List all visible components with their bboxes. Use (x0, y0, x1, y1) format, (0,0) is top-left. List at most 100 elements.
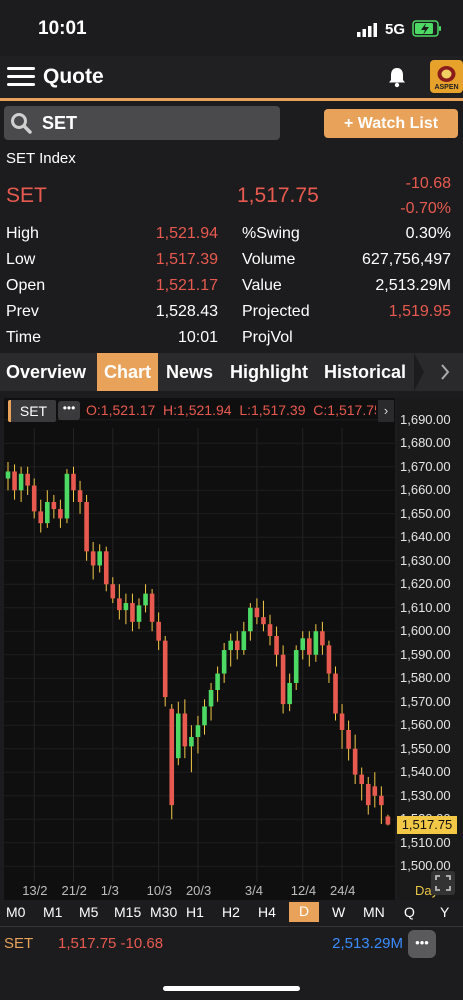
candle[interactable] (18, 466, 24, 502)
candle[interactable] (130, 593, 135, 632)
candle[interactable] (261, 600, 266, 632)
index-name: SET Index (6, 150, 76, 167)
candle[interactable] (38, 499, 44, 533)
candle-body (280, 654, 286, 705)
y-tick-label: 1,650.00 (400, 505, 451, 521)
timeframe-h4[interactable]: H4 (258, 904, 276, 920)
candle[interactable] (176, 701, 181, 766)
candle[interactable] (123, 593, 129, 625)
timeframe-mn[interactable]: MN (363, 904, 385, 920)
tabs-scroll-right-icon[interactable] (414, 353, 463, 391)
candle[interactable] (215, 666, 220, 702)
timeframe-m15[interactable]: M15 (114, 904, 142, 920)
candle[interactable] (195, 715, 201, 754)
candle[interactable] (333, 666, 338, 721)
candle[interactable] (31, 478, 37, 519)
candle[interactable] (385, 814, 391, 826)
timeframe-h1[interactable]: H1 (186, 904, 204, 920)
candle[interactable] (287, 673, 292, 712)
candle[interactable] (162, 635, 168, 707)
candle[interactable] (103, 546, 109, 592)
candle[interactable] (156, 612, 161, 651)
candle[interactable] (84, 494, 89, 561)
candle[interactable] (58, 499, 63, 528)
candle[interactable] (248, 603, 253, 641)
candle[interactable] (339, 704, 345, 749)
tab-highlight[interactable]: Highlight (230, 362, 308, 382)
timeframe-m5[interactable]: M5 (79, 904, 99, 920)
candle[interactable] (110, 577, 116, 604)
tab-historical[interactable]: Historical (324, 362, 407, 382)
candle[interactable] (234, 631, 240, 660)
candle[interactable] (346, 720, 351, 761)
timeframe-q[interactable]: Q (404, 904, 415, 920)
candle[interactable] (359, 767, 364, 801)
chart-symbol-chip[interactable]: SET (8, 400, 56, 422)
candle[interactable] (280, 645, 286, 714)
menu-icon[interactable] (7, 67, 35, 87)
candle[interactable] (51, 494, 57, 519)
timeframe-w[interactable]: W (332, 904, 346, 920)
candle[interactable] (182, 699, 188, 759)
y-tick-label: 1,550.00 (400, 740, 451, 756)
candle-body (352, 748, 358, 775)
legend-expand-icon[interactable]: › (378, 400, 394, 422)
battery-charging-icon (412, 20, 441, 37)
timeframe-d[interactable]: D (289, 902, 319, 922)
candle[interactable] (90, 541, 96, 580)
candle[interactable] (352, 734, 358, 784)
timeframe-h2[interactable]: H2 (222, 904, 240, 920)
candle[interactable] (267, 614, 273, 646)
tab-news[interactable]: News (166, 362, 214, 382)
candle[interactable] (379, 786, 384, 824)
candle[interactable] (307, 631, 312, 667)
candle-body (25, 473, 30, 486)
candle[interactable] (320, 621, 325, 655)
candle[interactable] (228, 633, 233, 667)
candle[interactable] (300, 631, 306, 660)
candle[interactable] (189, 725, 194, 773)
candle[interactable] (372, 772, 378, 808)
candle[interactable] (254, 598, 260, 625)
x-tick-label: 1/3 (100, 883, 119, 898)
candle[interactable] (208, 682, 214, 721)
candle[interactable] (64, 469, 70, 524)
candle[interactable] (12, 464, 17, 500)
candle[interactable] (117, 584, 122, 620)
footer-more-icon[interactable]: ••• (408, 930, 436, 958)
candle[interactable] (97, 544, 102, 573)
y-tick-label: 1,510.00 (400, 834, 451, 850)
candle[interactable] (274, 626, 279, 667)
add-watch-list-button[interactable]: + Watch List (324, 109, 458, 138)
candle[interactable] (149, 588, 155, 632)
candle[interactable] (313, 624, 319, 662)
timeframe-m0[interactable]: M0 (6, 904, 26, 920)
candle[interactable] (45, 490, 50, 528)
candle[interactable] (5, 462, 11, 491)
bell-icon[interactable] (385, 65, 409, 89)
candle[interactable] (143, 584, 148, 613)
candle[interactable] (326, 640, 332, 683)
candle[interactable] (365, 776, 371, 815)
timeframe-m1[interactable]: M1 (43, 904, 63, 920)
tab-chart[interactable]: Chart (97, 353, 158, 391)
candlestick-chart[interactable] (0, 398, 463, 902)
chart-options-icon[interactable]: ••• (58, 401, 80, 420)
symbol-search-field[interactable]: SET (4, 106, 280, 140)
candle[interactable] (293, 645, 299, 690)
candle[interactable] (136, 598, 142, 629)
candle[interactable] (25, 466, 30, 495)
timeframe-y[interactable]: Y (440, 904, 450, 920)
candle[interactable] (169, 704, 175, 820)
candle[interactable] (241, 621, 247, 655)
candle[interactable] (71, 466, 76, 502)
fullscreen-icon[interactable] (431, 871, 455, 895)
candle[interactable] (221, 643, 227, 683)
aspen-logo[interactable]: ASPEN (430, 60, 463, 93)
timeframe-m30[interactable]: M30 (150, 904, 178, 920)
tab-overview[interactable]: Overview (6, 362, 87, 382)
x-tick-label: 12/4 (290, 883, 317, 898)
candle[interactable] (77, 480, 83, 514)
volume-label: Volume (242, 251, 296, 268)
candle[interactable] (202, 699, 207, 735)
